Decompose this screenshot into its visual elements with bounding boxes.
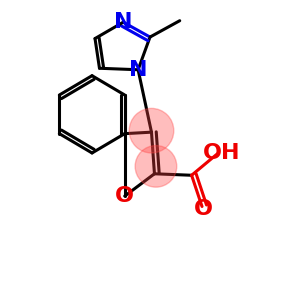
Text: OH: OH xyxy=(202,143,240,163)
Circle shape xyxy=(129,108,174,153)
Circle shape xyxy=(135,146,177,187)
Text: N: N xyxy=(129,60,147,80)
Text: O: O xyxy=(115,186,134,206)
Text: N: N xyxy=(114,12,133,32)
Text: O: O xyxy=(194,200,213,219)
